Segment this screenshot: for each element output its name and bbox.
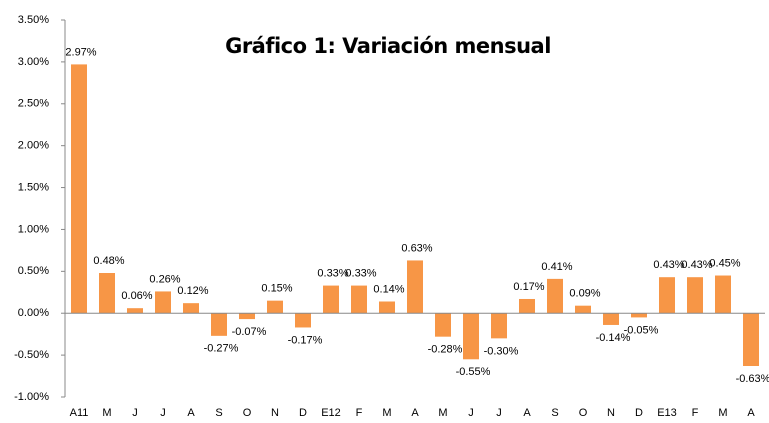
bar (603, 313, 619, 325)
x-tick-label: O (579, 407, 588, 419)
x-tick-label: M (102, 407, 111, 419)
y-tick-label: 2.50% (18, 98, 49, 110)
bar (715, 275, 731, 314)
value-label: -0.28% (428, 344, 463, 356)
value-label: -0.27% (204, 343, 239, 355)
y-tick-label: 0.50% (18, 265, 49, 277)
bar (351, 285, 367, 314)
x-tick-label: S (551, 407, 558, 419)
value-label: 0.09% (569, 288, 600, 300)
value-label: 0.06% (121, 290, 152, 302)
y-tick-label: 1.50% (18, 181, 49, 193)
value-label: -0.55% (456, 366, 491, 378)
bar (491, 313, 507, 339)
value-label: 0.12% (177, 285, 208, 297)
value-label: 0.33% (317, 267, 348, 279)
y-tick-label: 3.00% (18, 56, 49, 68)
x-tick-label: J (468, 407, 474, 419)
value-label: 0.14% (373, 283, 404, 295)
bar (435, 313, 451, 337)
bar (99, 273, 115, 314)
bar (295, 313, 311, 328)
bar (519, 298, 535, 314)
x-tick-label: J (160, 407, 166, 419)
bar (155, 291, 171, 314)
x-tick-label: F (356, 407, 363, 419)
value-label: 0.17% (513, 281, 544, 293)
x-tick-label: S (215, 407, 222, 419)
y-tick-label: -0.50% (14, 349, 49, 361)
value-label: 0.63% (401, 242, 432, 254)
value-label: 0.41% (541, 261, 572, 273)
x-tick-label: J (496, 407, 502, 419)
bar (575, 305, 591, 314)
y-tick-label: -1.00% (14, 391, 49, 403)
value-label: 0.43% (681, 259, 712, 271)
value-label: -0.14% (596, 332, 631, 344)
x-tick-label: A (523, 407, 531, 419)
value-label: 0.48% (93, 255, 124, 267)
bar (267, 300, 283, 314)
x-tick-label: F (692, 407, 699, 419)
bar (743, 313, 759, 367)
chart-title: Gráfico 1: Variación mensual (225, 34, 551, 58)
x-tick-label: J (132, 407, 138, 419)
bar (547, 278, 563, 314)
bar (211, 313, 227, 336)
bar (239, 313, 255, 320)
x-tick-label: D (299, 407, 307, 419)
value-label: 0.26% (149, 273, 180, 285)
x-tick-label: A11 (70, 407, 89, 419)
bar (407, 260, 423, 314)
bar (127, 308, 143, 314)
x-tick-label: N (607, 407, 615, 419)
value-label: 0.33% (345, 267, 376, 279)
x-tick-label: A (411, 407, 419, 419)
x-tick-label: O (243, 407, 252, 419)
y-tick-label: 3.50% (18, 14, 49, 26)
x-tick-label: M (438, 407, 447, 419)
bar (631, 313, 647, 318)
x-tick-label: E13 (657, 407, 677, 419)
value-label: -0.63% (736, 373, 769, 385)
x-tick-label: A (187, 407, 195, 419)
value-label: -0.30% (484, 345, 519, 357)
value-label: -0.05% (624, 324, 659, 336)
value-label: 0.15% (261, 283, 292, 295)
x-tick-label: N (271, 407, 279, 419)
value-label: -0.17% (288, 334, 323, 346)
bar (463, 313, 479, 360)
x-tick-label: M (718, 407, 727, 419)
value-label: 2.97% (65, 46, 96, 58)
bar (687, 277, 703, 314)
bar (323, 285, 339, 314)
y-tick-label: 2.00% (18, 140, 49, 152)
x-tick-label: A (747, 407, 755, 419)
bar (659, 277, 675, 314)
bar (379, 301, 395, 314)
value-label: 0.45% (709, 257, 740, 269)
bar (71, 64, 87, 314)
x-tick-label: E12 (321, 407, 341, 419)
y-tick-label: 1.00% (18, 223, 49, 235)
value-label: -0.07% (232, 326, 267, 338)
value-label: 0.43% (653, 259, 684, 271)
x-tick-label: D (635, 407, 643, 419)
x-tick-label: M (382, 407, 391, 419)
y-tick-label: 0.00% (18, 307, 49, 319)
bar (183, 303, 199, 314)
